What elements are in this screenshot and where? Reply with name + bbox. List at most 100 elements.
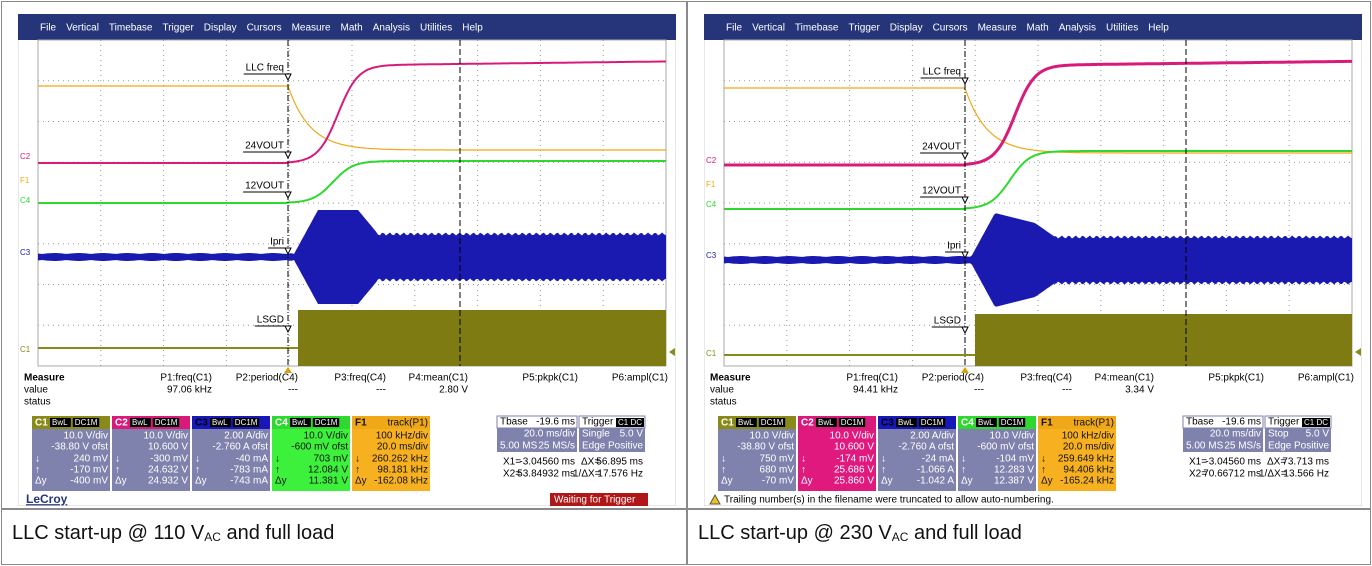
marker-arrow: [961, 251, 969, 260]
grid-frame: [723, 39, 1353, 367]
timebase-delay: -19.6 ms: [1222, 417, 1261, 428]
trace-marker: LLC freq: [246, 63, 284, 74]
trace-marker: Ipri: [947, 241, 961, 252]
channel-badge-text: DC1M: [1001, 418, 1024, 427]
measure-header: P2:period(C4): [922, 373, 984, 384]
channel-reading: -400 mV: [70, 476, 108, 487]
cursor-symbol: ↓: [1041, 454, 1046, 465]
marker-arrow: [284, 73, 292, 82]
menu-item: Math: [341, 23, 363, 34]
cursor-symbol: ↑: [355, 465, 360, 476]
menu-item: Vertical: [66, 23, 99, 34]
channel-badge-text: BwL: [818, 418, 834, 427]
cursor-symbol: ↓: [275, 454, 280, 465]
channel-badge: [72, 418, 100, 427]
channel-badge: [976, 418, 997, 427]
channel-body: [192, 429, 270, 491]
timebase-label: Tbase: [1186, 417, 1214, 428]
channel-reading: -1.066 A: [917, 465, 955, 476]
measure-value: ---: [288, 385, 298, 396]
scope-screenshot: File Vertical Timebase Trigger Display Cursor…: [18, 14, 676, 506]
cursor-readout: ΔX=: [581, 457, 600, 468]
measure-value: 94.41 kHz: [853, 385, 898, 396]
menu-item: File: [726, 23, 743, 34]
measure-value: ---: [376, 385, 386, 396]
channel-name: C4: [275, 418, 288, 429]
trace-f1: [38, 85, 666, 151]
measure-value: 97.06 kHz: [167, 385, 212, 396]
channel-badge-text: DC1M: [315, 418, 338, 427]
trace-c3: [38, 210, 666, 304]
trace-marker: 12VOUT: [245, 181, 284, 192]
channel-reading: 98.181 kHz: [377, 465, 428, 476]
channel-setting: -2.760 A ofst: [898, 442, 954, 453]
channel-reading: 680 mV: [760, 465, 795, 476]
cursor-symbol: Δy: [275, 476, 287, 487]
measure-header: P4:mean(C1): [1095, 373, 1154, 384]
trigger-label: Trigger: [1268, 417, 1300, 428]
trace-c4: [38, 160, 666, 204]
trigger-level: 5.0 V: [620, 429, 644, 440]
trace-marker: LSGD: [934, 316, 961, 327]
channel-setting: 10.0 V/div: [750, 431, 794, 442]
cursor-readout: 73.713 ms: [1282, 457, 1329, 468]
measure-value: ---: [974, 385, 984, 396]
cursor-symbol: ↑: [961, 465, 966, 476]
channel-badge: [210, 418, 231, 427]
channel-reading: 94.406 kHz: [1063, 465, 1114, 476]
cursor-readout: -3.04560 ms: [519, 457, 575, 468]
brand: LeCroy: [26, 492, 68, 506]
channel-badge: [998, 418, 1026, 427]
channel-reading: -165.24 kHz: [1060, 476, 1114, 487]
menu-bar: [18, 14, 676, 40]
cursor-readout: 53.84932 ms: [517, 469, 575, 480]
channel-body: [32, 429, 110, 491]
trigger-badge: [1302, 418, 1330, 427]
channel-name: C4: [961, 418, 974, 429]
channel-reading: -300 mV: [150, 454, 188, 465]
measure-row-label: status: [710, 397, 737, 408]
marker-arrow: [284, 191, 292, 200]
channel-badge-text: DC1M: [75, 418, 98, 427]
trigger-badge: [616, 418, 644, 427]
trigger-mode: Stop: [1268, 429, 1289, 440]
menu-item: File: [40, 23, 57, 34]
measure-header: P1:freq(C1): [160, 373, 212, 384]
channel-header: [352, 416, 430, 429]
status-text: Waiting for Trigger: [554, 495, 636, 506]
channel-setting: 20.0 ms/div: [377, 442, 428, 453]
trigger-label: Trigger: [582, 417, 614, 428]
channel-badge-text: DC1M: [761, 418, 784, 427]
menu-item: Trigger: [162, 23, 194, 34]
timebase-body: [1183, 428, 1263, 452]
trigger-slope: Positive: [1294, 441, 1329, 452]
menu-item: Display: [204, 23, 237, 34]
channel-name: C3: [195, 418, 208, 429]
channel-reading: -162.08 kHz: [374, 476, 428, 487]
trace-c1: [975, 314, 1352, 366]
channel-setting: -38.80 V ofst: [737, 442, 794, 453]
trigger-body: [579, 428, 645, 452]
measure-header: P1:freq(C1): [846, 373, 898, 384]
caption-sub: AC: [204, 530, 221, 544]
trace-c4: [724, 150, 1352, 210]
trace-marker: LLC freq: [923, 67, 961, 78]
cursor-symbol: ↓: [881, 454, 886, 465]
timebase-rate: 25 MS/s: [538, 441, 575, 452]
measure-header: P3:freq(C4): [1020, 373, 1072, 384]
measure-header: P5:pkpk(C1): [1208, 373, 1264, 384]
trigger-level: 5.0 V: [1306, 429, 1330, 440]
channel-tag: C3: [20, 248, 31, 257]
menu-item: Help: [1148, 23, 1169, 34]
cursor-symbol: ↑: [115, 465, 120, 476]
trigger-body: [1265, 428, 1331, 452]
channel-badge: [130, 418, 151, 427]
trace-marker: Ipri: [270, 237, 284, 248]
cursor-readout: 56.895 ms: [596, 457, 643, 468]
channel-title: track(P1): [387, 418, 428, 429]
channel-badge: [736, 418, 757, 427]
channel-setting: 100 kHz/div: [1062, 431, 1114, 442]
menu-bar: [704, 14, 1362, 40]
cursor-symbol: Δy: [1041, 476, 1053, 487]
